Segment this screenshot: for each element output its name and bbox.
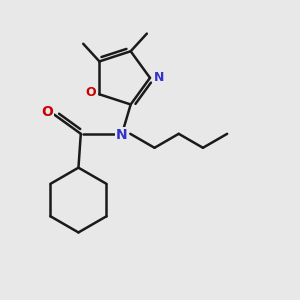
Text: N: N xyxy=(154,71,164,84)
Text: N: N xyxy=(116,128,128,142)
Text: O: O xyxy=(85,86,96,99)
Text: O: O xyxy=(41,105,53,119)
